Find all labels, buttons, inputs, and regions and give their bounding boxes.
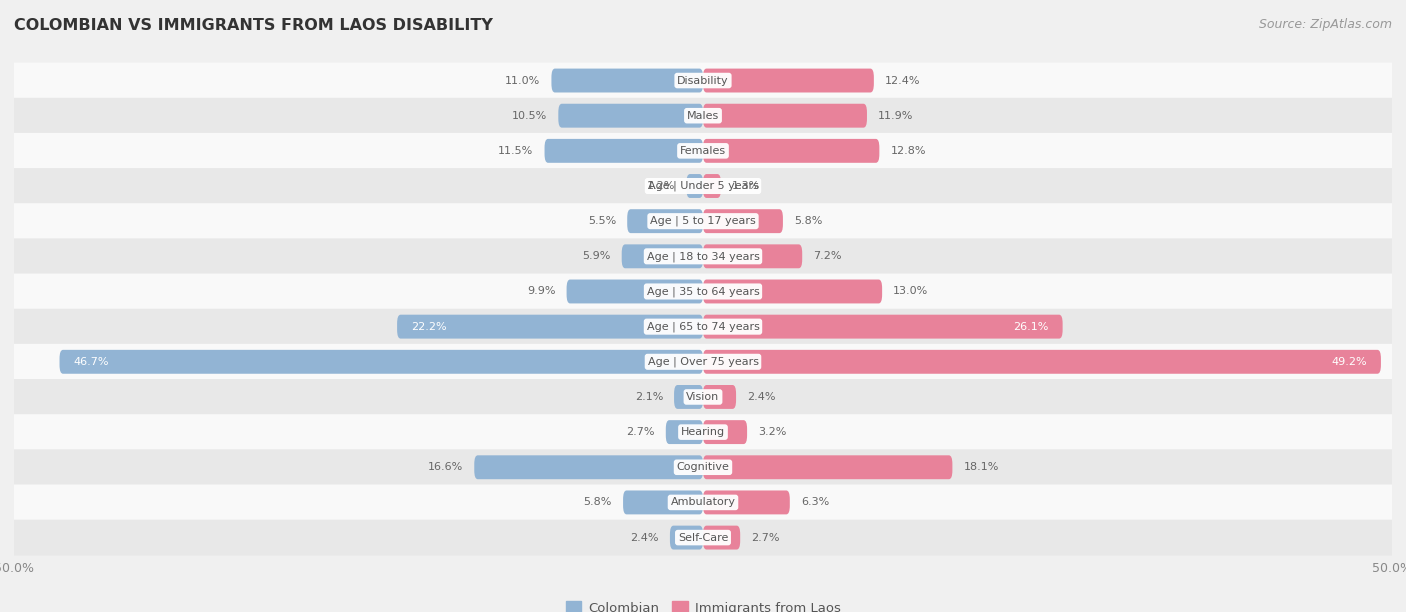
FancyBboxPatch shape (0, 274, 1406, 310)
Text: Females: Females (681, 146, 725, 156)
FancyBboxPatch shape (627, 209, 703, 233)
Text: 22.2%: 22.2% (411, 322, 447, 332)
FancyBboxPatch shape (703, 315, 1063, 338)
Text: 12.8%: 12.8% (890, 146, 927, 156)
Text: Source: ZipAtlas.com: Source: ZipAtlas.com (1258, 18, 1392, 31)
FancyBboxPatch shape (558, 104, 703, 128)
Text: 6.3%: 6.3% (801, 498, 830, 507)
Text: 10.5%: 10.5% (512, 111, 547, 121)
FancyBboxPatch shape (703, 139, 879, 163)
FancyBboxPatch shape (703, 490, 790, 514)
Text: 18.1%: 18.1% (963, 462, 998, 472)
FancyBboxPatch shape (703, 455, 952, 479)
Text: 11.9%: 11.9% (877, 111, 914, 121)
FancyBboxPatch shape (703, 420, 747, 444)
FancyBboxPatch shape (703, 385, 737, 409)
Text: 5.8%: 5.8% (794, 216, 823, 226)
FancyBboxPatch shape (0, 485, 1406, 520)
Text: 7.2%: 7.2% (813, 252, 842, 261)
Text: 16.6%: 16.6% (427, 462, 463, 472)
FancyBboxPatch shape (544, 139, 703, 163)
FancyBboxPatch shape (703, 350, 1381, 374)
Text: 2.7%: 2.7% (751, 532, 780, 543)
Text: 5.8%: 5.8% (583, 498, 612, 507)
FancyBboxPatch shape (703, 209, 783, 233)
Text: 2.4%: 2.4% (630, 532, 659, 543)
Text: 49.2%: 49.2% (1331, 357, 1367, 367)
FancyBboxPatch shape (59, 350, 703, 374)
Text: 12.4%: 12.4% (884, 75, 921, 86)
Text: Vision: Vision (686, 392, 720, 402)
Text: 1.2%: 1.2% (647, 181, 675, 191)
Text: 5.9%: 5.9% (582, 252, 610, 261)
Text: Age | Over 75 years: Age | Over 75 years (648, 357, 758, 367)
FancyBboxPatch shape (0, 239, 1406, 274)
FancyBboxPatch shape (703, 174, 721, 198)
FancyBboxPatch shape (703, 69, 875, 92)
Text: 13.0%: 13.0% (893, 286, 928, 296)
Text: Age | 65 to 74 years: Age | 65 to 74 years (647, 321, 759, 332)
Text: 26.1%: 26.1% (1014, 322, 1049, 332)
FancyBboxPatch shape (673, 385, 703, 409)
FancyBboxPatch shape (0, 414, 1406, 450)
Text: Age | 5 to 17 years: Age | 5 to 17 years (650, 216, 756, 226)
FancyBboxPatch shape (703, 104, 868, 128)
Text: Disability: Disability (678, 75, 728, 86)
FancyBboxPatch shape (474, 455, 703, 479)
FancyBboxPatch shape (669, 526, 703, 550)
FancyBboxPatch shape (686, 174, 703, 198)
FancyBboxPatch shape (396, 315, 703, 338)
FancyBboxPatch shape (567, 280, 703, 304)
Text: Self-Care: Self-Care (678, 532, 728, 543)
Text: Age | 35 to 64 years: Age | 35 to 64 years (647, 286, 759, 297)
FancyBboxPatch shape (666, 420, 703, 444)
Text: 11.0%: 11.0% (505, 75, 540, 86)
Text: Males: Males (688, 111, 718, 121)
FancyBboxPatch shape (703, 280, 882, 304)
FancyBboxPatch shape (623, 490, 703, 514)
FancyBboxPatch shape (703, 526, 740, 550)
FancyBboxPatch shape (621, 244, 703, 268)
Text: COLOMBIAN VS IMMIGRANTS FROM LAOS DISABILITY: COLOMBIAN VS IMMIGRANTS FROM LAOS DISABI… (14, 18, 494, 34)
FancyBboxPatch shape (0, 344, 1406, 379)
FancyBboxPatch shape (0, 62, 1406, 99)
FancyBboxPatch shape (0, 203, 1406, 239)
Text: 2.4%: 2.4% (747, 392, 776, 402)
Text: 3.2%: 3.2% (758, 427, 786, 437)
FancyBboxPatch shape (0, 520, 1406, 556)
Text: Age | 18 to 34 years: Age | 18 to 34 years (647, 251, 759, 261)
Text: Ambulatory: Ambulatory (671, 498, 735, 507)
FancyBboxPatch shape (0, 308, 1406, 345)
Text: 1.3%: 1.3% (733, 181, 761, 191)
Text: 5.5%: 5.5% (588, 216, 616, 226)
Text: Hearing: Hearing (681, 427, 725, 437)
Text: 9.9%: 9.9% (527, 286, 555, 296)
FancyBboxPatch shape (0, 168, 1406, 204)
Text: 2.7%: 2.7% (626, 427, 655, 437)
Text: 46.7%: 46.7% (73, 357, 108, 367)
Legend: Colombian, Immigrants from Laos: Colombian, Immigrants from Laos (565, 602, 841, 612)
FancyBboxPatch shape (551, 69, 703, 92)
Text: Cognitive: Cognitive (676, 462, 730, 472)
FancyBboxPatch shape (0, 133, 1406, 169)
Text: 2.1%: 2.1% (634, 392, 664, 402)
FancyBboxPatch shape (703, 244, 803, 268)
FancyBboxPatch shape (0, 449, 1406, 485)
FancyBboxPatch shape (0, 379, 1406, 415)
Text: Age | Under 5 years: Age | Under 5 years (648, 181, 758, 192)
Text: 11.5%: 11.5% (498, 146, 533, 156)
FancyBboxPatch shape (0, 98, 1406, 133)
